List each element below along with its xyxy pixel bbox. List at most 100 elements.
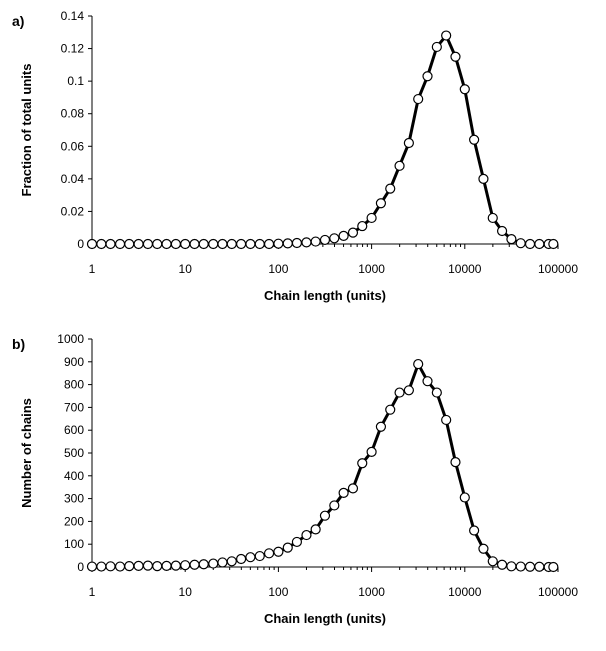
data-point: [394, 160, 405, 171]
data-point: [534, 561, 545, 572]
y-tick-label: 700: [64, 400, 84, 414]
data-point: [114, 561, 126, 572]
x-tick-label: 100: [268, 585, 288, 599]
data-point: [142, 560, 154, 571]
data-point: [310, 524, 321, 535]
data-point: [96, 561, 107, 572]
data-point: [170, 238, 181, 250]
chart-panel-b: 0 100 200 300 400 500 600 700 800 900 1000 1 10 100 10…: [12, 332, 578, 626]
data-point: [291, 237, 303, 249]
data-point: [133, 560, 144, 571]
data-point: [441, 414, 452, 426]
data-point: [133, 238, 144, 250]
series-line: [90, 34, 555, 246]
y-tick-label: 1000: [57, 332, 84, 346]
data-point: [487, 556, 498, 567]
data-point: [403, 385, 414, 396]
y-tick-label: 800: [64, 378, 84, 392]
x-tick-label: 1: [89, 262, 96, 276]
y-tick-label: 200: [64, 514, 84, 528]
data-point: [450, 51, 461, 62]
data-point: [431, 41, 442, 53]
data-point: [329, 233, 340, 244]
y-tick-label: 900: [64, 355, 84, 369]
data-point: [180, 238, 191, 250]
series-line: [90, 362, 555, 569]
data-point: [124, 238, 135, 250]
data-point: [319, 234, 331, 246]
data-point: [394, 387, 405, 398]
x-tick-label: 1: [89, 585, 96, 599]
y-axis-title: Fraction of total units: [19, 64, 34, 197]
data-point: [548, 238, 559, 250]
data-point: [273, 546, 284, 557]
data-point: [180, 560, 191, 571]
y-tick-label: 0.06: [61, 139, 85, 153]
data-point: [114, 238, 126, 250]
data-point: [329, 500, 340, 511]
x-axis-title: Chain length (units): [264, 611, 386, 626]
data-point: [366, 212, 377, 224]
data-point: [152, 560, 163, 572]
data-point: [226, 238, 237, 250]
data-point: [236, 238, 247, 250]
data-point: [105, 561, 116, 572]
data-point: [254, 238, 265, 250]
x-tick-label: 10000: [448, 585, 482, 599]
data-point: [282, 238, 293, 249]
data-point: [161, 560, 172, 571]
data-point: [375, 421, 387, 432]
data-point: [189, 238, 200, 250]
data-point: [515, 561, 526, 572]
data-point: [506, 561, 517, 572]
data-point: [478, 173, 489, 184]
data-point: [208, 238, 219, 250]
data-point: [263, 548, 275, 559]
y-tick-label: 0.08: [61, 107, 85, 121]
data-point: [413, 358, 424, 370]
data-point: [496, 559, 508, 570]
x-tick-label: 100000: [538, 585, 578, 599]
data-point: [403, 137, 414, 149]
data-point: [198, 559, 209, 570]
y-tick-label: 0.1: [67, 74, 84, 88]
data-point: [189, 559, 200, 570]
data-point: [385, 183, 396, 194]
data-point: [319, 510, 331, 521]
data-point: [301, 237, 312, 248]
data-point: [459, 492, 470, 503]
data-point: [422, 71, 433, 82]
data-point: [441, 30, 452, 41]
data-point: [478, 543, 489, 554]
data-point: [301, 529, 312, 541]
data-point: [96, 238, 107, 250]
data-point: [366, 446, 377, 457]
data-point: [161, 238, 172, 250]
x-tick-label: 10: [179, 262, 193, 276]
chart-panel-a: 0 0.02 0.04 0.06 0.08 0.1 0.12 0.14 1 10 100 1000 10…: [12, 9, 578, 303]
data-point: [152, 238, 163, 250]
data-point: [469, 134, 480, 145]
data-point: [338, 487, 349, 498]
data-point: [254, 550, 265, 562]
data-point: [338, 230, 349, 241]
data-point: [236, 553, 247, 565]
x-tick-label: 1000: [358, 585, 385, 599]
x-axis-title: Chain length (units): [264, 288, 386, 303]
data-point: [105, 238, 116, 250]
data-point: [548, 561, 559, 573]
data-point: [375, 198, 387, 209]
data-point: [524, 561, 536, 572]
data-point: [450, 457, 461, 468]
data-point: [217, 238, 228, 250]
data-point: [124, 560, 135, 572]
x-tick-label: 100000: [538, 262, 578, 276]
data-point: [385, 404, 396, 415]
y-tick-label: 0.12: [61, 42, 85, 56]
y-tick-label: 500: [64, 446, 84, 460]
data-point: [357, 458, 368, 469]
y-tick-label: 600: [64, 423, 84, 437]
data-point: [357, 220, 368, 232]
data-point: [142, 238, 154, 250]
